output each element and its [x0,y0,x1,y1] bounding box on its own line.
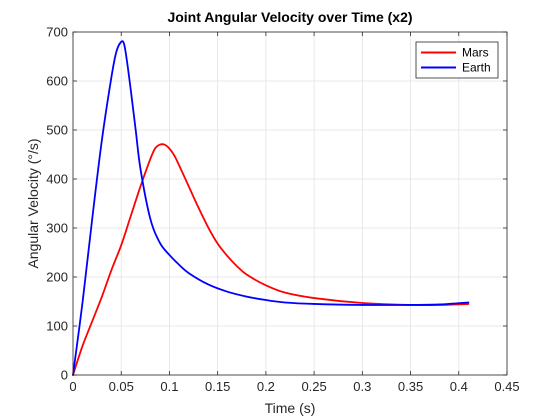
x-tick-label: 0.05 [109,379,134,394]
x-tick-label: 0.25 [301,379,326,394]
x-tick-label: 0.35 [398,379,423,394]
y-axis-label: Angular Velocity (°/s) [25,138,41,268]
plot-frame [72,31,508,376]
y-tick-label: 500 [46,123,68,138]
legend-label-mars: Mars [462,46,489,60]
x-tick-label: 0.15 [205,379,230,394]
x-axis-label: Time (s) [265,400,316,416]
series-line-earth [72,40,470,376]
x-tick-label: 0.3 [353,379,371,394]
x-tick-label: 0.1 [160,379,178,394]
x-tick-label: 0.45 [494,379,519,394]
x-tick-label: 0 [69,379,76,394]
y-tick-label: 200 [46,270,68,285]
chart-title: Joint Angular Velocity over Time (x2) [167,9,412,25]
x-tick-label: 0.2 [257,379,275,394]
y-tick-label: 0 [61,368,68,383]
y-tick-label: 400 [46,172,68,187]
plot-area [73,32,507,375]
y-tick-label: 100 [46,319,68,334]
legend-box [415,41,499,79]
y-tick-label: 600 [46,74,68,89]
y-tick-label: 300 [46,221,68,236]
x-tick-label: 0.4 [450,379,468,394]
series-lines [72,40,470,376]
legend-label-earth: Earth [462,61,491,75]
series-line-mars [72,143,470,376]
axis-ticks [72,31,508,376]
tick-labels: 0 0.05 0.1 0.15 0.2 0.25 0.3 0.35 0.4 0.45 0 100 200… [46,25,519,395]
y-tick-label: 700 [46,25,68,40]
legend: Mars Earth [415,41,499,79]
